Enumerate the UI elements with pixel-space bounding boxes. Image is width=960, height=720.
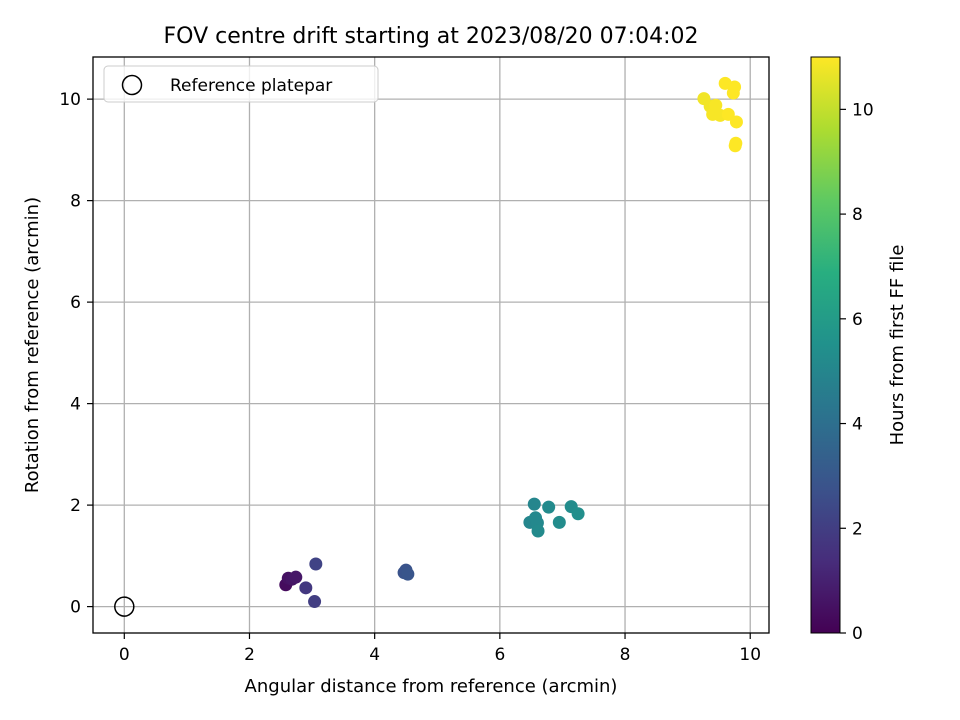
data-point bbox=[709, 98, 723, 112]
reference-point-marker bbox=[114, 596, 135, 617]
colorbar-tick-label: 4 bbox=[852, 415, 863, 435]
data-point bbox=[299, 581, 313, 595]
x-tick-label: 0 bbox=[119, 645, 130, 665]
y-tick-label: 8 bbox=[70, 192, 81, 212]
x-axis-label: Angular distance from reference (arcmin) bbox=[245, 676, 618, 697]
legend-label: Reference platepar bbox=[170, 76, 332, 96]
colorbar: 0 2 4 6 8 10 Hours from first FF file bbox=[810, 56, 908, 644]
chart-title: FOV centre drift starting at 2023/08/20 … bbox=[164, 24, 699, 49]
y-tick-label: 4 bbox=[70, 395, 81, 415]
colorbar-tick-label: 10 bbox=[852, 100, 874, 120]
x-axis-ticks: 0 2 4 6 8 10 bbox=[119, 633, 761, 665]
data-point bbox=[721, 107, 735, 121]
data-point bbox=[571, 507, 585, 521]
colorbar-tick-label: 6 bbox=[852, 310, 863, 330]
x-tick-label: 6 bbox=[494, 645, 505, 665]
grid-lines bbox=[93, 57, 769, 633]
legend: Reference platepar bbox=[103, 65, 379, 103]
x-tick-label: 8 bbox=[620, 645, 631, 665]
data-point bbox=[728, 80, 742, 94]
data-point bbox=[401, 567, 415, 581]
y-tick-label: 6 bbox=[70, 293, 81, 313]
data-point bbox=[289, 570, 303, 584]
colorbar-label: Hours from first FF file bbox=[887, 245, 908, 446]
data-points bbox=[279, 76, 743, 609]
plot-frame bbox=[92, 56, 770, 634]
colorbar-tick-label: 8 bbox=[852, 205, 863, 225]
data-point bbox=[542, 500, 556, 514]
x-tick-label: 2 bbox=[244, 645, 255, 665]
legend-box bbox=[103, 65, 379, 103]
colorbar-ticks: 0 2 4 6 8 10 bbox=[840, 100, 874, 644]
y-axis-ticks: 0 2 4 6 8 10 bbox=[59, 90, 93, 618]
data-point bbox=[729, 115, 743, 129]
x-tick-label: 10 bbox=[739, 645, 761, 665]
colorbar-tick-label: 0 bbox=[852, 624, 863, 644]
y-tick-label: 10 bbox=[59, 90, 81, 110]
y-tick-label: 0 bbox=[70, 598, 81, 618]
data-point bbox=[552, 515, 566, 529]
data-point bbox=[309, 557, 323, 571]
x-tick-label: 4 bbox=[369, 645, 380, 665]
data-point bbox=[729, 136, 743, 150]
data-point bbox=[531, 524, 545, 538]
y-tick-label: 2 bbox=[70, 496, 81, 516]
colorbar-tick-label: 2 bbox=[852, 519, 863, 539]
data-point bbox=[308, 595, 322, 609]
data-point bbox=[527, 497, 541, 511]
y-axis-label: Rotation from reference (arcmin) bbox=[22, 197, 43, 493]
colorbar-gradient bbox=[810, 56, 841, 634]
legend-marker-icon bbox=[121, 74, 143, 96]
